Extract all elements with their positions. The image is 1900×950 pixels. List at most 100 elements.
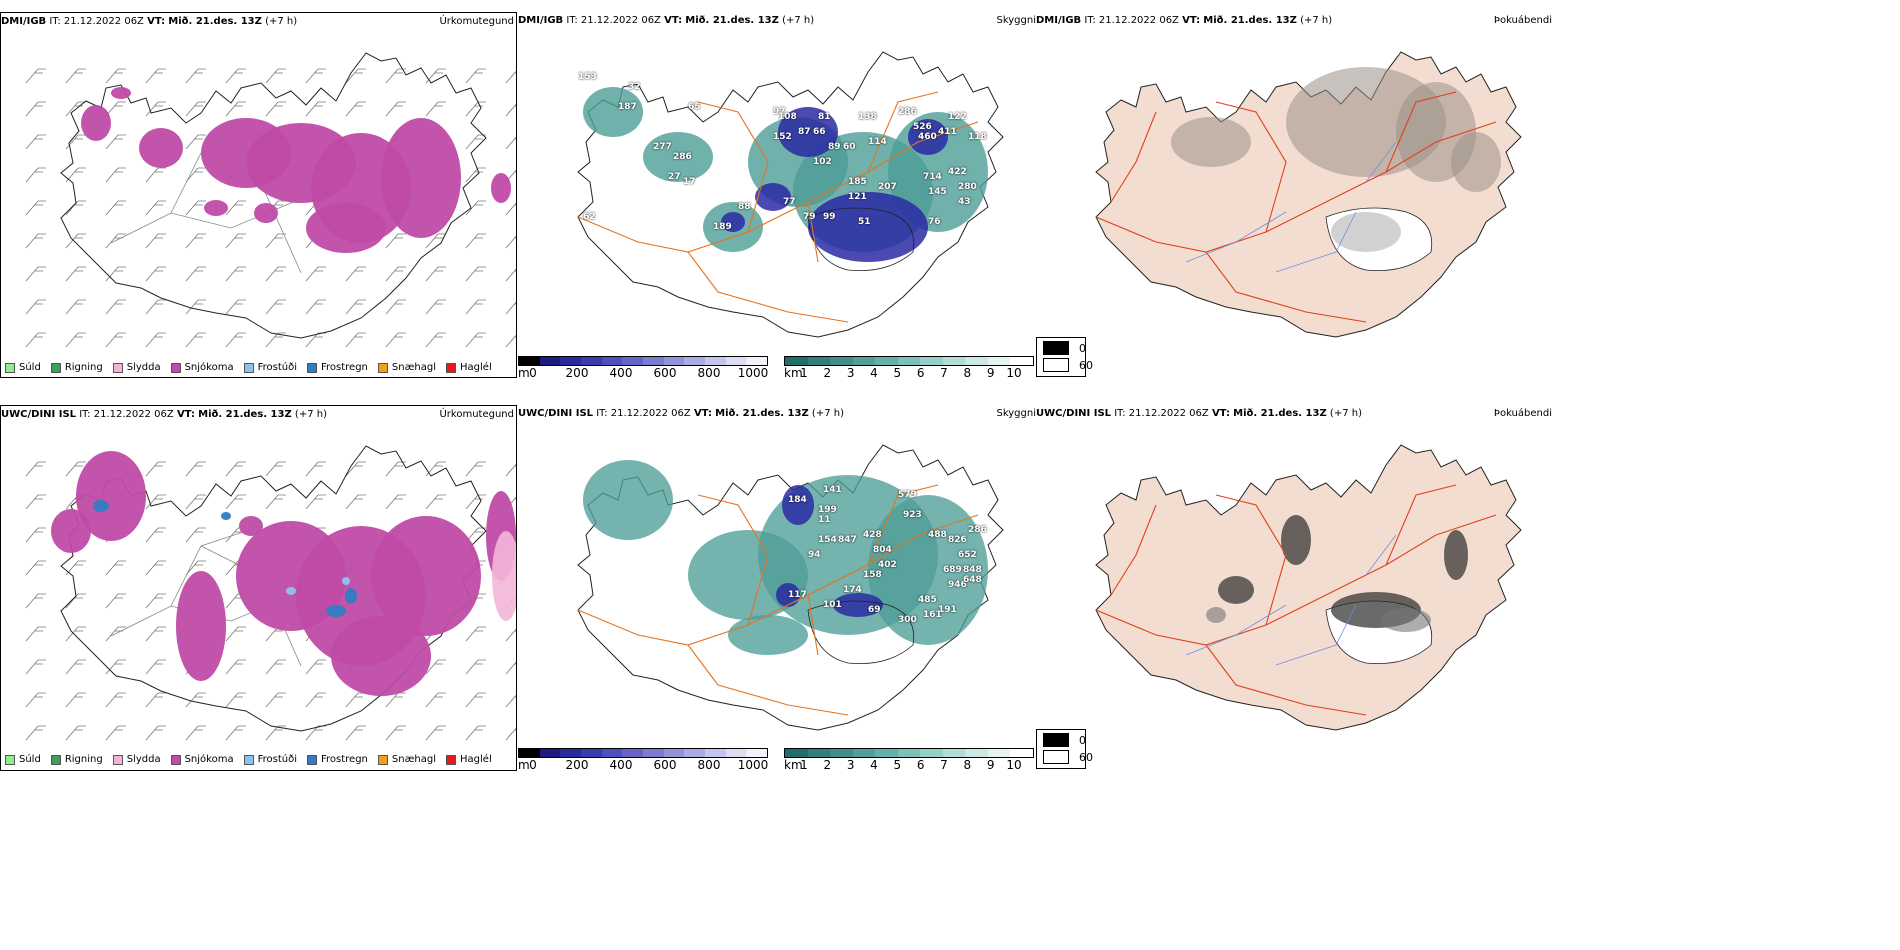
color-bin	[560, 749, 582, 757]
legend-label: Frostúði	[257, 754, 297, 765]
scale-tick: 3	[846, 366, 855, 380]
color-bin	[581, 749, 602, 757]
cloud-base-value: 43	[958, 197, 971, 207]
cloud-base-value: 300	[898, 615, 917, 625]
visibility-scale-1: km 1 2 3 4 5 6 7 8 9 10	[784, 356, 1034, 380]
fog-swatch	[1043, 750, 1069, 764]
vis-header-2: UWC/DINI ISL IT: 21.12.2022 06Z VT: Mið.…	[518, 408, 844, 419]
precip-legend-1: Súld Rigning Slydda Snjókoma Frostúði Frostre…	[5, 362, 492, 373]
color-bar	[518, 748, 768, 758]
scale-tick: 7	[940, 366, 948, 380]
scale-tick: 6	[916, 366, 925, 380]
precip-map-2	[25, 445, 516, 741]
scale-tick: 200	[565, 758, 589, 772]
fog-label: 60	[1079, 750, 1093, 764]
legend-swatch	[307, 362, 317, 373]
fog-panel-1: DMI/IGB IT: 21.12.2022 06Z VT: Mið. 21.d…	[1036, 12, 1556, 378]
legend-label: Frostregn	[321, 754, 368, 765]
precip-legend-2: Súld Rigning Slydda Snjókoma Frostúði Frostre…	[5, 754, 492, 765]
scale-tick: 5	[893, 758, 902, 772]
cloudbase-scale-1: m 0 200 400 600 800 1000	[518, 356, 768, 380]
color-bin	[581, 357, 602, 365]
color-bin	[852, 749, 876, 757]
color-bin	[830, 749, 853, 757]
legend-swatch	[50, 362, 61, 373]
cloud-base-value: 108	[778, 112, 797, 122]
color-bin	[601, 357, 623, 365]
cloud-base-value: 804	[873, 545, 892, 555]
legend-item: Frostregn	[307, 754, 368, 765]
color-bin	[942, 357, 966, 365]
precip-header-1: DMI/IGB IT: 21.12.2022 06Z VT: Mið. 21.d…	[1, 16, 298, 27]
scale-tick: 1	[800, 366, 808, 380]
legend-swatch	[5, 754, 15, 765]
scale-tick: 8	[963, 758, 972, 772]
precip-title-2: Úrkomutegund	[439, 409, 514, 420]
color-bin	[1010, 357, 1034, 365]
cloud-base-value: 648	[963, 575, 982, 585]
cloud-base-value: 69	[868, 605, 881, 615]
cloud-base-value: 158	[863, 570, 882, 580]
color-bin	[705, 749, 726, 757]
color-bin	[942, 749, 966, 757]
legend-swatch	[377, 362, 388, 373]
color-bin	[920, 749, 943, 757]
fog-label: 60	[1079, 358, 1093, 372]
color-bin	[539, 749, 561, 757]
cloud-base-value: 714	[923, 172, 942, 182]
scale-tick: 600	[653, 758, 677, 772]
color-bin	[1010, 749, 1034, 757]
legend-item: Rigning	[50, 754, 103, 765]
legend-swatch	[377, 754, 388, 765]
cloud-base-value: 411	[938, 127, 957, 137]
color-bin	[705, 357, 726, 365]
cloud-base-value: 286	[898, 107, 917, 117]
cloud-base-value: 199	[818, 505, 837, 515]
legend-item: Súld	[5, 754, 41, 765]
scale-tick: 400	[609, 366, 633, 380]
legend-swatch	[112, 754, 123, 765]
fog-scale-row: 60	[1043, 750, 1093, 764]
cloud-base-value: 946	[948, 580, 967, 590]
fog-scale-row: 0	[1043, 341, 1086, 355]
cloud-base-value: 66	[813, 127, 826, 137]
cloud-base-value: 27	[668, 172, 681, 182]
scale-tick: 3	[846, 758, 855, 772]
color-bin	[643, 749, 664, 757]
legend-label: Snjókoma	[184, 754, 234, 765]
precip-title-1: Úrkomutegund	[439, 16, 514, 27]
precip-map-1	[25, 52, 516, 348]
color-bin	[746, 357, 768, 365]
cloud-base-value: 488	[928, 530, 947, 540]
legend-swatch	[5, 362, 15, 373]
fog-map-2	[1095, 444, 1522, 731]
cloud-base-value: 101	[823, 600, 842, 610]
cloud-base-value: 286	[968, 525, 987, 535]
scale-unit: km	[784, 758, 803, 772]
cloud-base-value: 118	[968, 132, 987, 142]
fog-panel-2: UWC/DINI ISL IT: 21.12.2022 06Z VT: Mið.…	[1036, 405, 1556, 771]
visibility-scale-2: km 1 2 3 4 5 6 7 8 9 10	[784, 748, 1034, 772]
legend-item: Snæhagl	[377, 754, 436, 765]
legend-label: Haglél	[460, 754, 492, 765]
color-bin	[875, 357, 898, 365]
cloud-base-value: 174	[843, 585, 862, 595]
legend-swatch	[446, 754, 457, 765]
legend-label: Rigning	[64, 754, 103, 765]
cloud-base-value: 77	[783, 197, 796, 207]
cloud-base-value: 923	[903, 510, 922, 520]
cloud-base-value: 17	[683, 177, 696, 187]
cloud-base-value: 526	[913, 122, 932, 132]
color-bin	[519, 749, 540, 757]
scale-tick: 200	[565, 366, 589, 380]
cloud-base-value: 65	[688, 102, 701, 112]
cloud-base-value: 138	[858, 112, 877, 122]
color-bin	[519, 357, 540, 365]
scale-tick: 400	[609, 758, 633, 772]
scale-tick: 1	[800, 758, 808, 772]
cloud-base-value: 117	[788, 590, 807, 600]
fog-label: 0	[1079, 733, 1086, 747]
legend-label: Haglél	[460, 362, 492, 373]
cloud-base-value: 207	[878, 182, 897, 192]
color-bin	[746, 749, 768, 757]
